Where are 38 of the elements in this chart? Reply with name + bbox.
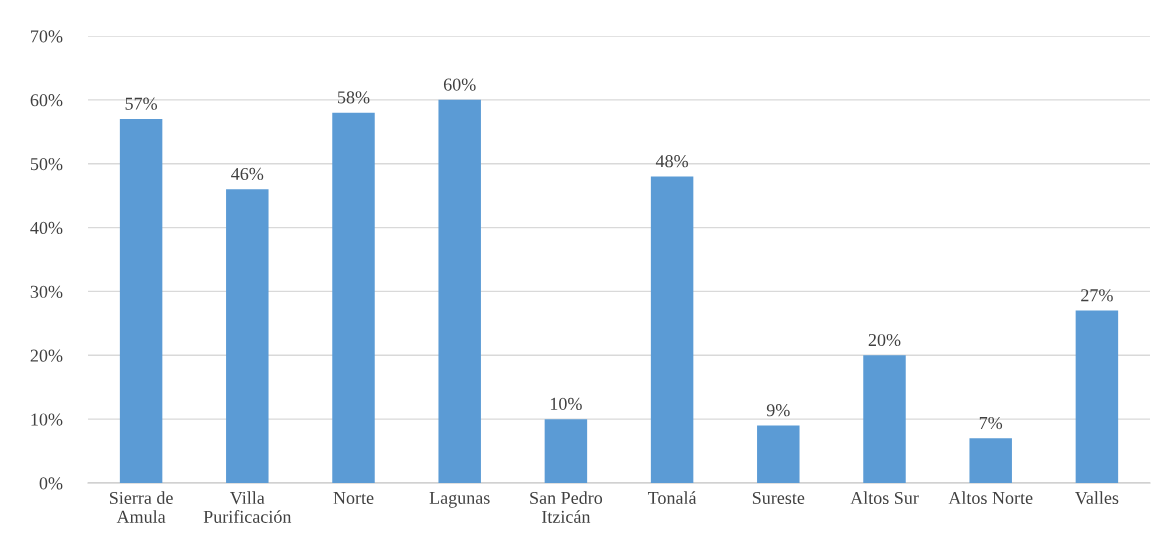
bar bbox=[438, 99, 481, 483]
x-tick-label: Altos Norte bbox=[948, 491, 1033, 505]
x-tick-label: Valles bbox=[1075, 491, 1119, 505]
bar bbox=[1075, 310, 1119, 483]
x-tick-label: Sureste bbox=[752, 491, 805, 505]
x-tick-label: Altos Sur bbox=[850, 491, 919, 505]
bar bbox=[544, 419, 588, 483]
data-label: 7% bbox=[979, 416, 1003, 430]
bar bbox=[119, 119, 163, 483]
data-label: 58% bbox=[338, 91, 370, 104]
data-label: 9% bbox=[766, 404, 790, 417]
data-label: 48% bbox=[655, 155, 689, 168]
x-tick-label: Sierra de Amula bbox=[109, 491, 173, 523]
y-tick-label: 60% bbox=[30, 94, 63, 107]
data-label: 27% bbox=[1081, 289, 1113, 302]
bar bbox=[969, 438, 1012, 483]
x-tick-label: Norte bbox=[333, 492, 374, 505]
bar bbox=[650, 176, 694, 483]
bar bbox=[332, 112, 375, 483]
y-tick-label: 40% bbox=[30, 221, 63, 235]
y-tick-label: 70% bbox=[31, 30, 63, 43]
x-tick-label: Lagunas bbox=[429, 491, 490, 508]
x-tick-label: Tonalá bbox=[647, 491, 697, 505]
y-tick-label: 20% bbox=[30, 349, 63, 362]
data-label: 46% bbox=[231, 167, 264, 181]
bar bbox=[757, 425, 800, 483]
x-tick-label: Villa Purificación bbox=[203, 491, 292, 523]
data-label: 20% bbox=[868, 333, 901, 347]
y-tick-label: 50% bbox=[30, 157, 63, 171]
data-label: 10% bbox=[550, 397, 582, 410]
bar bbox=[226, 189, 269, 483]
data-label: 60% bbox=[443, 78, 476, 91]
x-tick-label: San Pedro Itzicán bbox=[530, 491, 603, 523]
y-tick-label: 0% bbox=[39, 477, 63, 490]
data-label: 57% bbox=[125, 97, 158, 110]
y-tick-label: 10% bbox=[31, 413, 63, 426]
y-tick-label: 30% bbox=[30, 285, 63, 298]
bar bbox=[863, 355, 906, 483]
